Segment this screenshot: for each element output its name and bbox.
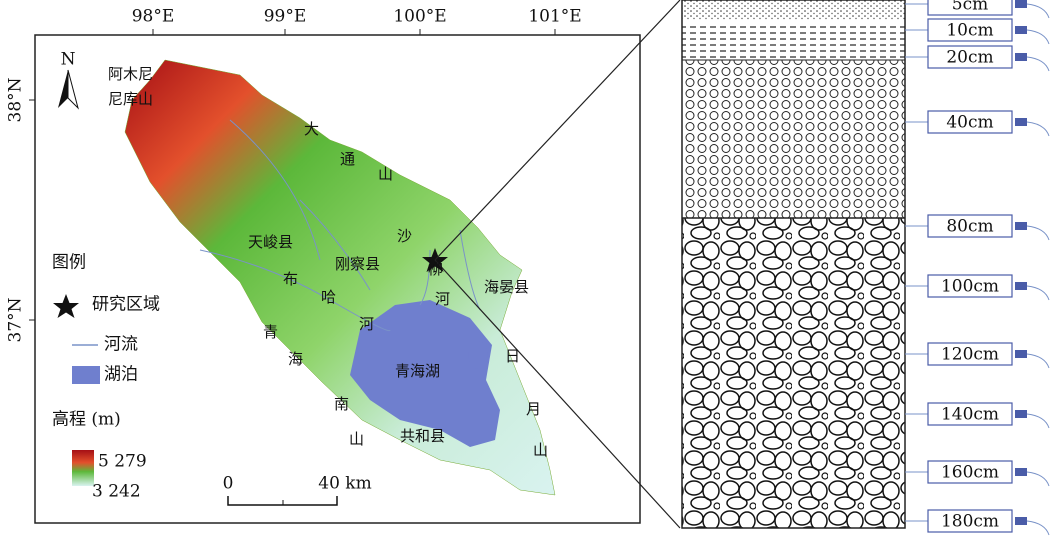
place-label: 刚察县 xyxy=(335,255,380,273)
sensor xyxy=(1015,350,1027,358)
sensor-cable xyxy=(1027,472,1049,486)
place-label: 柳 xyxy=(428,260,443,278)
sensor xyxy=(1015,222,1027,230)
sensor-cable xyxy=(1027,57,1049,71)
sensor xyxy=(1015,53,1027,61)
sensor xyxy=(1015,118,1027,126)
sensor xyxy=(1015,26,1027,34)
depth-label: 120cm xyxy=(941,345,999,365)
legend-low: 3 242 xyxy=(92,482,141,502)
sensor-cable xyxy=(1027,521,1049,535)
legend-label: 河流 xyxy=(104,335,138,355)
depth-label: 5cm xyxy=(952,0,988,15)
sensor-cable xyxy=(1027,354,1049,368)
place-label: 山 xyxy=(378,165,393,183)
sensor-cable xyxy=(1027,414,1049,428)
place-label: 天峻县 xyxy=(248,233,293,251)
sensor xyxy=(1015,282,1027,290)
scale-label: 0 xyxy=(223,474,234,494)
legend-title: 图例 xyxy=(52,253,86,273)
place-label: 尼库山 xyxy=(108,90,153,108)
place-label: 阿木尼 xyxy=(108,65,153,83)
place-label: 河 xyxy=(359,315,374,333)
legend-high: 5 279 xyxy=(98,452,147,472)
legend-lake xyxy=(72,366,100,384)
place-label: 沙 xyxy=(397,227,412,245)
sensor xyxy=(1015,0,1027,8)
figure: 98°E 99°E 100°E 101°E 38°N 37°N N 阿木尼 尼库… xyxy=(0,0,1050,546)
sensor-cable xyxy=(1027,122,1049,136)
lake xyxy=(468,341,488,369)
place-label: 山 xyxy=(349,430,364,448)
place-label: 月 xyxy=(526,400,541,418)
sensor xyxy=(1015,517,1027,525)
sensor-cable xyxy=(1027,226,1049,240)
legend-colorbar xyxy=(72,450,94,486)
place-label: 山 xyxy=(533,441,548,459)
lon-label: 101°E xyxy=(528,7,581,27)
depth-label: 80cm xyxy=(946,217,993,237)
sensor-cable xyxy=(1027,4,1049,18)
sensor xyxy=(1015,468,1027,476)
lat-label: 37°N xyxy=(6,297,26,342)
depth-label: 140cm xyxy=(941,405,999,425)
place-label: 日 xyxy=(505,347,520,365)
place-label: 哈 xyxy=(321,288,336,306)
depth-label: 20cm xyxy=(946,48,993,68)
soil-profile xyxy=(682,0,905,528)
place-label: 通 xyxy=(340,150,355,168)
scale-label: 40 km xyxy=(318,474,371,494)
lon-label: 99°E xyxy=(264,7,307,27)
lon-label: 98°E xyxy=(132,7,175,27)
depth-label: 10cm xyxy=(946,21,993,41)
place-label: 海 xyxy=(288,350,303,368)
sensor-cable xyxy=(1027,30,1049,44)
lon-label: 100°E xyxy=(393,7,446,27)
place-label: 大 xyxy=(304,120,319,138)
place-label: 共和县 xyxy=(400,427,445,445)
depth-label: 160cm xyxy=(941,463,999,483)
place-label: 青海湖 xyxy=(395,362,440,380)
north-label: N xyxy=(61,50,76,70)
depth-label: 180cm xyxy=(941,512,999,532)
place-label: 海晏县 xyxy=(484,278,529,296)
sensor-cable xyxy=(1027,286,1049,300)
sensor xyxy=(1015,410,1027,418)
depth-label: 100cm xyxy=(941,277,999,297)
lat-label: 38°N xyxy=(6,77,26,122)
place-label: 河 xyxy=(435,290,450,308)
legend-label: 高程 (m) xyxy=(52,410,121,430)
legend-label: 湖泊 xyxy=(104,365,138,385)
depth-label: 40cm xyxy=(946,113,993,133)
legend-label: 研究区域 xyxy=(92,295,160,315)
place-label: 布 xyxy=(283,270,298,288)
place-label: 南 xyxy=(334,395,349,413)
place-label: 青 xyxy=(263,323,278,341)
